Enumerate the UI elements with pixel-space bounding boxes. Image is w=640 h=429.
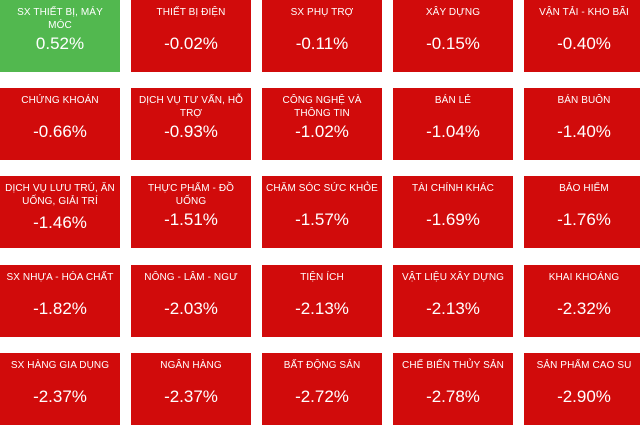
sector-change-value: -2.32%	[557, 299, 611, 318]
sector-name: NÔNG - LÂM - NGƯ	[144, 272, 238, 283]
sector-name: VẬN TẢI - KHO BÃI	[539, 7, 629, 18]
sector-name: VẬT LIỆU XÂY DỰNG	[401, 272, 505, 283]
sector-change-value: -2.03%	[164, 299, 218, 318]
sector-tile[interactable]: TÀI CHÍNH KHÁC -1.69%	[393, 176, 513, 248]
sector-name: CHẾ BIẾN THỦY SẢN	[402, 360, 504, 371]
sector-tile[interactable]: BÁN BUÔN -1.40%	[524, 88, 640, 160]
sector-change-value: -1.40%	[557, 122, 611, 141]
sector-change-value: -0.40%	[557, 34, 611, 53]
sector-change-value: -1.04%	[426, 122, 480, 141]
sector-change-value: -0.02%	[164, 34, 218, 53]
sector-name: THỰC PHẨM - ĐỒ UỐNG	[147, 183, 235, 207]
sector-name: BÁN LẺ	[434, 95, 472, 106]
sector-name: NGÂN HÀNG	[160, 360, 222, 371]
sector-change-value: -2.72%	[295, 387, 349, 406]
sector-tile[interactable]: KHAI KHOÁNG -2.32%	[524, 265, 640, 337]
sector-change-value: 0.52%	[35, 34, 85, 53]
sector-tile[interactable]: THỰC PHẨM - ĐỒ UỐNG -1.51%	[131, 176, 251, 248]
sector-tile[interactable]: VẬN TẢI - KHO BÃI -0.40%	[524, 0, 640, 72]
sector-tile[interactable]: VẬT LIỆU XÂY DỰNG -2.13%	[393, 265, 513, 337]
sector-change-value: -1.02%	[295, 122, 349, 141]
sector-change-value: -1.69%	[426, 210, 480, 229]
sector-name: SẢN PHẨM CAO SU	[536, 360, 632, 371]
sector-name: CHỨNG KHOÁN	[21, 95, 99, 106]
sector-change-value: -2.78%	[426, 387, 480, 406]
sector-tile[interactable]: BÁN LẺ -1.04%	[393, 88, 513, 160]
sector-name: CHĂM SÓC SỨC KHỎE	[266, 183, 378, 194]
sector-name: KHAI KHOÁNG	[548, 272, 620, 283]
sector-tile[interactable]: DỊCH VỤ LƯU TRÚ, ĂN UỐNG, GIẢI TRÍ -1.46%	[0, 176, 120, 248]
sector-name: TIỆN ÍCH	[300, 272, 344, 283]
sector-change-value: -1.46%	[33, 213, 87, 232]
sector-name: BẤT ĐỘNG SẢN	[283, 360, 361, 371]
sector-change-value: -0.11%	[295, 34, 349, 53]
sector-name: DỊCH VỤ TƯ VẤN, HỖ TRỢ	[138, 95, 244, 119]
sector-change-value: -0.93%	[164, 122, 218, 141]
sector-change-value: -1.57%	[295, 210, 349, 229]
sector-name: SX PHỤ TRỢ	[290, 7, 354, 18]
sector-tile[interactable]: CHẾ BIẾN THỦY SẢN -2.78%	[393, 353, 513, 425]
sector-name: SX HÀNG GIA DỤNG	[10, 360, 110, 371]
sector-change-value: -2.13%	[426, 299, 480, 318]
sector-tile[interactable]: BẢO HIỂM -1.76%	[524, 176, 640, 248]
sector-tile[interactable]: SX HÀNG GIA DỤNG -2.37%	[0, 353, 120, 425]
sector-name: XÂY DỰNG	[425, 7, 481, 18]
sector-tile[interactable]: SX NHỰA - HÓA CHẤT -1.82%	[0, 265, 120, 337]
sector-tile[interactable]: CHĂM SÓC SỨC KHỎE -1.57%	[262, 176, 382, 248]
sector-change-value: -2.37%	[164, 387, 218, 406]
sector-name: TÀI CHÍNH KHÁC	[412, 183, 494, 194]
sector-change-value: -0.66%	[33, 122, 87, 141]
sector-tile[interactable]: SX PHỤ TRỢ -0.11%	[262, 0, 382, 72]
sector-tile[interactable]: NGÂN HÀNG -2.37%	[131, 353, 251, 425]
sector-name: BÁN BUÔN	[557, 95, 611, 106]
sector-tile[interactable]: THIẾT BỊ ĐIỆN -0.02%	[131, 0, 251, 72]
sector-change-value: -1.51%	[164, 210, 218, 229]
sector-name: DỊCH VỤ LƯU TRÚ, ĂN UỐNG, GIẢI TRÍ	[5, 183, 115, 207]
sector-change-value: -2.13%	[295, 299, 349, 318]
sector-tile[interactable]: NÔNG - LÂM - NGƯ -2.03%	[131, 265, 251, 337]
sector-tile[interactable]: CÔNG NGHỆ VÀ THÔNG TIN -1.02%	[262, 88, 382, 160]
sector-tile[interactable]: SX THIẾT BỊ, MÁY MÓC 0.52%	[0, 0, 120, 72]
sector-tile[interactable]: TIỆN ÍCH -2.13%	[262, 265, 382, 337]
sector-tile[interactable]: SẢN PHẨM CAO SU -2.90%	[524, 353, 640, 425]
sector-tile[interactable]: BẤT ĐỘNG SẢN -2.72%	[262, 353, 382, 425]
sector-tile[interactable]: DỊCH VỤ TƯ VẤN, HỖ TRỢ -0.93%	[131, 88, 251, 160]
sector-tile[interactable]: XÂY DỰNG -0.15%	[393, 0, 513, 72]
sector-change-value: -2.37%	[33, 387, 87, 406]
sector-name: BẢO HIỂM	[559, 183, 609, 194]
sector-change-value: -2.90%	[557, 387, 611, 406]
sector-name: SX NHỰA - HÓA CHẤT	[6, 272, 114, 283]
sector-tile[interactable]: CHỨNG KHOÁN -0.66%	[0, 88, 120, 160]
sector-name: CÔNG NGHỆ VÀ THÔNG TIN	[282, 95, 362, 119]
sector-change-value: -0.15%	[426, 34, 480, 53]
sector-change-value: -1.76%	[557, 210, 611, 229]
sector-change-value: -1.82%	[33, 299, 87, 318]
sector-name: THIẾT BỊ ĐIỆN	[156, 7, 226, 18]
sector-name: SX THIẾT BỊ, MÁY MÓC	[17, 7, 103, 31]
